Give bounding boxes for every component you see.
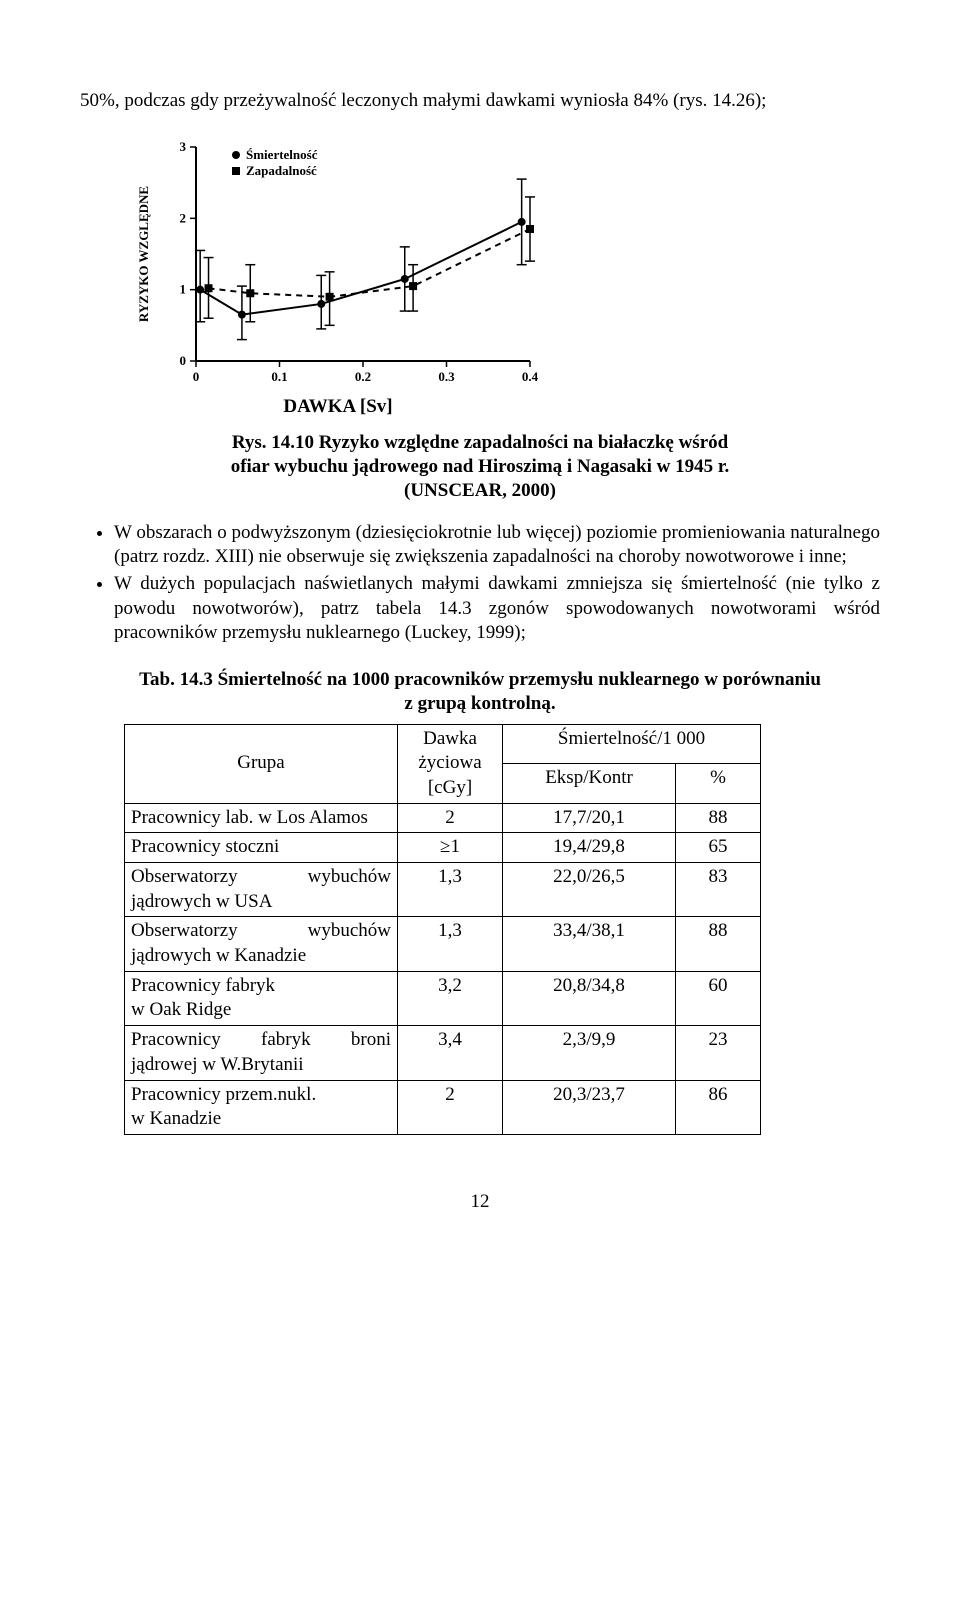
cell-pct: 86	[676, 1080, 761, 1134]
cell-grupa: Obserwatorzywybuchówjądrowych w Kanadzie	[125, 917, 398, 971]
cell-grupa: Pracownicy przem.nukl.w Kanadzie	[125, 1080, 398, 1134]
cell-grupa: Pracownicy stoczni	[125, 833, 398, 863]
cell-dawka: 1,3	[398, 917, 503, 971]
cell-grupa: Pracownicy lab. w Los Alamos	[125, 803, 398, 833]
svg-text:0: 0	[193, 369, 200, 384]
bullet-item: W obszarach o podwyższonym (dziesięciokr…	[114, 521, 880, 570]
table-row: Pracownicy stoczni≥119,4/29,865	[125, 833, 761, 863]
figure-caption: Rys. 14.10 Ryzyko względne zapadalności …	[80, 431, 880, 502]
svg-text:0.2: 0.2	[355, 369, 371, 384]
table-row: Obserwatorzywybuchówjądrowych w Kanadzie…	[125, 917, 761, 971]
fig-caption-l3: (UNSCEAR, 2000)	[404, 480, 556, 501]
svg-text:Śmiertelność: Śmiertelność	[246, 147, 318, 162]
x-axis-label: DAWKA [Sv]	[128, 395, 548, 420]
table-row: Pracownicy fabrykw Oak Ridge3,220,8/34,8…	[125, 971, 761, 1025]
tab-caption-l2: z grupą kontrolną.	[404, 693, 555, 714]
th-dawka: Dawka życiowa [cGy]	[398, 724, 503, 803]
cell-eksp: 19,4/29,8	[503, 833, 676, 863]
cell-eksp: 22,0/26,5	[503, 863, 676, 917]
th-pct: %	[676, 764, 761, 804]
table-row: Obserwatorzywybuchówjądrowych w USA1,322…	[125, 863, 761, 917]
svg-text:Zapadalność: Zapadalność	[246, 163, 317, 178]
cell-grupa: Obserwatorzywybuchówjądrowych w USA	[125, 863, 398, 917]
fig-caption-l1: Rys. 14.10 Ryzyko względne zapadalności …	[232, 432, 728, 453]
cell-dawka: 1,3	[398, 863, 503, 917]
cell-eksp: 17,7/20,1	[503, 803, 676, 833]
cell-pct: 88	[676, 917, 761, 971]
svg-text:0.3: 0.3	[438, 369, 455, 384]
svg-text:3: 3	[180, 139, 187, 154]
cell-eksp: 20,3/23,7	[503, 1080, 676, 1134]
cell-pct: 88	[676, 803, 761, 833]
cell-grupa: Pracownicyfabrykbronijądrowej w W.Brytan…	[125, 1026, 398, 1080]
chart-container: 0 1 2 3 0 0.1 0.2 0.3 0.4 RYZYKO WZGLĘDNE Śmiertel…	[80, 133, 880, 420]
tab-caption-l1: Tab. 14.3 Śmiertelność na 1000 pracownik…	[139, 669, 821, 690]
cell-dawka: 2	[398, 803, 503, 833]
fig-caption-l2: ofiar wybuchu jądrowego nad Hiroszimą i …	[231, 456, 730, 477]
th-grupa: Grupa	[125, 724, 398, 803]
cell-eksp: 33,4/38,1	[503, 917, 676, 971]
cell-pct: 65	[676, 833, 761, 863]
page-number: 12	[80, 1190, 880, 1215]
bullet-item: W dużych populacjach naświetlanych małym…	[114, 572, 880, 646]
table-row: Pracownicy przem.nukl.w Kanadzie220,3/23…	[125, 1080, 761, 1134]
cell-grupa: Pracownicy fabrykw Oak Ridge	[125, 971, 398, 1025]
table-caption: Tab. 14.3 Śmiertelność na 1000 pracownik…	[80, 668, 880, 716]
cell-pct: 83	[676, 863, 761, 917]
cell-dawka: ≥1	[398, 833, 503, 863]
cell-dawka: 3,4	[398, 1026, 503, 1080]
intro-paragraph: 50%, podczas gdy przeżywalność leczonych…	[80, 89, 880, 114]
table-header-row: Grupa Dawka życiowa [cGy] Śmiertelność/1…	[125, 724, 761, 764]
cell-dawka: 2	[398, 1080, 503, 1134]
cell-eksp: 20,8/34,8	[503, 971, 676, 1025]
cell-eksp: 2,3/9,9	[503, 1026, 676, 1080]
svg-text:0.4: 0.4	[522, 369, 539, 384]
risk-chart: 0 1 2 3 0 0.1 0.2 0.3 0.4 RYZYKO WZGLĘDNE Śmiertel…	[128, 133, 548, 393]
svg-text:0.1: 0.1	[271, 369, 287, 384]
table-row: Pracownicy lab. w Los Alamos217,7/20,188	[125, 803, 761, 833]
svg-text:1: 1	[180, 281, 187, 296]
svg-text:RYZYKO WZGLĘDNE: RYZYKO WZGLĘDNE	[136, 186, 151, 322]
cell-pct: 23	[676, 1026, 761, 1080]
th-eksp: Eksp/Kontr	[503, 764, 676, 804]
svg-text:2: 2	[180, 210, 187, 225]
cell-pct: 60	[676, 971, 761, 1025]
bullet-list: W obszarach o podwyższonym (dziesięciokr…	[80, 521, 880, 646]
table-row: Pracownicyfabrykbronijądrowej w W.Brytan…	[125, 1026, 761, 1080]
svg-text:0: 0	[180, 353, 187, 368]
th-smier: Śmiertelność/1 000	[503, 724, 761, 764]
cell-dawka: 3,2	[398, 971, 503, 1025]
mortality-table: Grupa Dawka życiowa [cGy] Śmiertelność/1…	[124, 724, 761, 1135]
